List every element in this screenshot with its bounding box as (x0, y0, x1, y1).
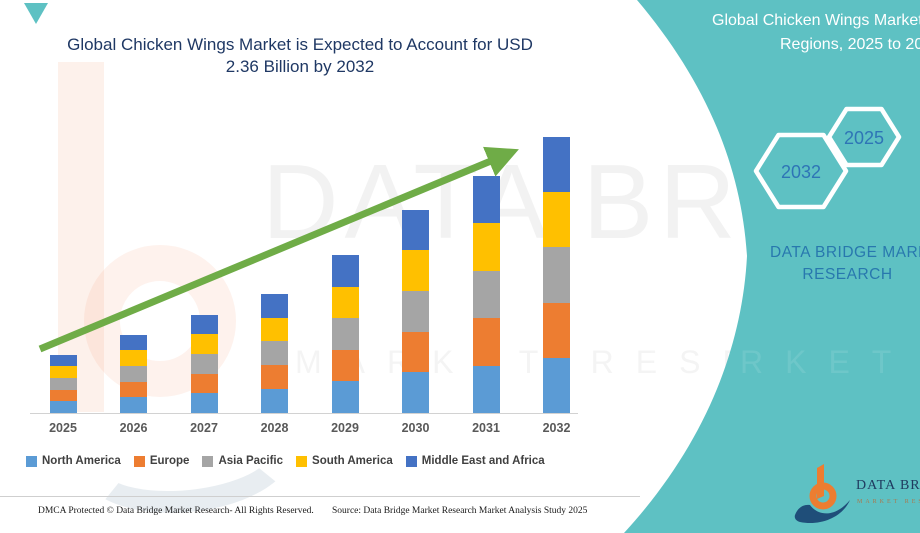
chart-title-line1: Global Chicken Wings Market is Expected … (67, 35, 533, 54)
bar-segment-north-america (543, 357, 570, 413)
dbmr-logo-subtext: MARKET RESEARCH (857, 499, 920, 505)
bar-segment-asia-pacific (49, 377, 77, 390)
chart-title-line2: 2.36 Billion by 2032 (225, 57, 375, 77)
legend-item: South America (296, 455, 393, 467)
bar-segment-north-america (331, 381, 359, 413)
bar-segment-south-america (543, 192, 570, 248)
hexagon-2025 (826, 106, 902, 168)
bar-segment-europe (261, 365, 288, 390)
trend-arrow (38, 146, 519, 353)
bar-segment-north-america (190, 393, 218, 413)
panel-heading-line2: Regions, 2025 to 2032 (780, 36, 920, 53)
dbmr-logo-icon (794, 464, 850, 524)
bar-segment-middle-east-and-africa (120, 334, 147, 351)
legend-swatch (133, 455, 145, 467)
hexagon-2032-label: 2032 (781, 162, 821, 182)
brand-line1: DATA BRIDGE MARKET (770, 244, 920, 261)
bar-segment-asia-pacific (261, 341, 288, 366)
legend-item: North America (26, 455, 121, 467)
bar-segment-north-america (49, 401, 77, 413)
x-axis-label: 2028 (260, 421, 289, 435)
legend-label: North America (42, 455, 121, 467)
bar-segment-europe (120, 381, 147, 398)
bar-segment-south-america (120, 350, 147, 366)
bar-segment-asia-pacific (543, 247, 570, 303)
bar-segment-south-america (402, 250, 429, 291)
legend-item: Middle East and Africa (405, 455, 545, 467)
x-axis-line (30, 413, 578, 414)
bar-segment-europe (402, 331, 429, 373)
footer-divider (0, 496, 640, 497)
bar-segment-asia-pacific (120, 365, 147, 382)
x-axis-label: 2030 (401, 421, 430, 435)
bar-segment-europe (543, 302, 570, 358)
bar-segment-north-america (402, 372, 429, 413)
year-hexagons: 2032 2025 (753, 106, 902, 210)
bar-segment-asia-pacific (402, 290, 429, 332)
bar-segment-asia-pacific (190, 354, 218, 374)
chart-legend: North America Europe Asia Pacific South Ame… (26, 455, 545, 467)
legend-swatch (26, 455, 37, 467)
bar-segment-south-america (49, 366, 77, 378)
bar-segment-south-america (190, 334, 218, 355)
bar-segment-south-america (331, 286, 359, 319)
watermark-subtext-on-teal: MARKET RESEARCH (648, 344, 920, 380)
x-axis-label: 2027 (190, 421, 218, 435)
bar-segment-south-america (261, 317, 288, 342)
bar-segment-north-america (120, 397, 147, 413)
footer-source-text: Source: Data Bridge Market Research Mark… (332, 506, 588, 516)
legend-swatch (202, 455, 214, 467)
panel-heading-line1: Global Chicken Wings Market, By (712, 12, 920, 29)
bar-segment-middle-east-and-africa (190, 314, 218, 335)
hexagon-2032 (753, 132, 849, 210)
x-axis-label: 2031 (472, 421, 500, 435)
x-axis-label: 2029 (331, 421, 359, 435)
bar-segment-asia-pacific (472, 270, 500, 319)
bar-segment-europe (49, 389, 77, 402)
bar-segment-middle-east-and-africa (472, 175, 500, 224)
hexagon-2025-label: 2025 (844, 128, 884, 148)
bar-segment-europe (472, 318, 500, 366)
bar-segment-asia-pacific (331, 318, 359, 350)
legend-label: Middle East and Africa (421, 455, 545, 467)
bar-segment-middle-east-and-africa (543, 137, 570, 193)
legend-swatch (405, 455, 417, 467)
corner-triangle (24, 3, 48, 24)
legend-label: Asia Pacific (218, 455, 284, 467)
bar-segment-middle-east-and-africa (331, 255, 359, 287)
brand-line2: RESEARCH (802, 266, 893, 283)
dbmr-logo-text: DATA BRIDGE (856, 478, 920, 493)
bar-segment-middle-east-and-africa (402, 209, 429, 251)
chart-title: Global Chicken Wings Market is Expected … (20, 34, 580, 79)
legend-item: Asia Pacific (202, 455, 283, 467)
legend-label: Europe (149, 455, 190, 467)
bar-segment-south-america (472, 223, 500, 271)
bar-segment-north-america (472, 365, 500, 413)
bar-segment-europe (190, 373, 218, 394)
bar-segment-europe (331, 349, 359, 382)
footer-dmca-text: DMCA Protected © Data Bridge Market Rese… (38, 506, 314, 516)
legend-label: South America (312, 455, 393, 467)
x-axis-label: 2032 (542, 421, 571, 435)
x-axis-label: 2026 (119, 421, 148, 435)
bar-segment-middle-east-and-africa (261, 293, 288, 318)
bar-segment-north-america (261, 389, 288, 413)
x-axis-label: 2025 (49, 421, 77, 435)
bar-segment-middle-east-and-africa (49, 354, 77, 367)
legend-swatch (296, 455, 308, 467)
legend-item: Europe (133, 455, 190, 467)
